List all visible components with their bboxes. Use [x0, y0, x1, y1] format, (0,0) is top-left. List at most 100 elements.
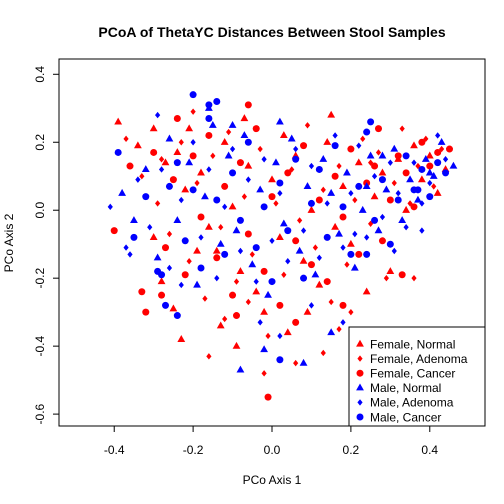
data-point	[229, 169, 237, 177]
data-point	[368, 220, 374, 228]
data-point	[260, 345, 269, 353]
data-point	[208, 120, 217, 128]
legend-marker	[357, 355, 363, 362]
data-point	[268, 193, 276, 201]
x-tick-label: 0.0	[264, 443, 281, 457]
data-point	[178, 196, 184, 204]
data-point	[193, 246, 201, 254]
data-point	[244, 138, 252, 146]
data-point	[307, 205, 316, 213]
data-point	[284, 227, 292, 235]
data-point	[339, 203, 347, 211]
data-point	[402, 169, 410, 177]
data-point	[362, 287, 371, 295]
data-point	[386, 267, 395, 274]
data-point	[395, 190, 401, 197]
data-point	[421, 154, 430, 162]
data-point	[248, 260, 257, 268]
data-point	[371, 216, 379, 224]
data-point	[213, 196, 221, 204]
data-point	[300, 274, 308, 282]
data-point	[229, 291, 237, 299]
data-point	[327, 110, 336, 118]
data-point	[273, 200, 279, 207]
data-point	[236, 267, 245, 274]
data-point	[336, 325, 342, 333]
data-point	[426, 162, 434, 170]
legend-marker	[356, 369, 364, 377]
data-point	[437, 137, 446, 145]
data-point	[320, 186, 326, 194]
data-point	[434, 159, 442, 167]
data-point	[158, 291, 166, 299]
data-point	[331, 142, 339, 150]
data-point	[155, 200, 161, 207]
data-point	[261, 370, 267, 377]
data-point	[348, 308, 354, 316]
data-point	[300, 142, 308, 150]
data-point	[149, 124, 158, 132]
data-point	[295, 246, 304, 254]
data-point	[252, 287, 261, 295]
data-point	[226, 128, 232, 136]
data-point	[166, 264, 173, 272]
data-point	[165, 182, 173, 190]
data-point	[378, 151, 387, 159]
data-point	[202, 295, 208, 302]
data-point	[249, 251, 255, 258]
data-point	[356, 142, 362, 149]
data-point	[107, 203, 113, 211]
data-point	[402, 205, 411, 213]
data-point	[224, 151, 233, 159]
data-point	[221, 182, 229, 190]
data-point	[378, 168, 387, 176]
data-point	[269, 237, 275, 245]
data-point	[275, 117, 284, 125]
data-point	[339, 213, 347, 221]
data-point	[406, 175, 414, 183]
data-point	[181, 237, 189, 245]
data-point	[379, 213, 386, 221]
data-point	[433, 188, 442, 196]
data-point	[142, 193, 150, 201]
chart-title: PCoA of ThetaYC Distances Between Stool …	[98, 24, 445, 40]
data-point	[233, 312, 240, 320]
data-point	[118, 188, 127, 196]
data-point	[411, 159, 417, 166]
data-point	[181, 271, 189, 279]
data-point	[178, 139, 184, 146]
data-point	[221, 250, 229, 258]
data-point	[173, 159, 181, 167]
y-tick-label: 0.4	[33, 66, 47, 83]
y-tick-label: -0.6	[33, 403, 47, 424]
data-point	[311, 270, 320, 278]
data-point	[354, 158, 363, 166]
data-point	[189, 152, 197, 160]
data-point	[378, 237, 386, 245]
data-point	[312, 244, 318, 251]
data-point	[348, 190, 354, 197]
data-point	[300, 227, 307, 234]
data-point	[335, 229, 343, 237]
x-tick-label: -0.4	[104, 443, 125, 457]
data-point	[244, 101, 252, 109]
data-point	[328, 298, 334, 306]
data-point	[169, 304, 178, 312]
x-axis: -0.4 -0.2 0.0 0.2 0.4	[104, 426, 438, 457]
x-axis-label: PCo Axis 1	[243, 473, 302, 487]
data-point	[293, 359, 299, 367]
data-point	[135, 176, 141, 183]
data-point	[158, 156, 165, 163]
legend-label: Female, Adenoma	[370, 352, 468, 366]
data-point	[366, 151, 375, 159]
data-point	[374, 226, 383, 234]
data-point	[307, 199, 315, 207]
data-point	[162, 244, 169, 252]
data-point	[446, 145, 453, 153]
data-point	[355, 182, 363, 190]
data-point	[439, 145, 445, 153]
data-point	[292, 318, 300, 326]
data-point	[344, 261, 350, 268]
data-point	[277, 190, 283, 197]
